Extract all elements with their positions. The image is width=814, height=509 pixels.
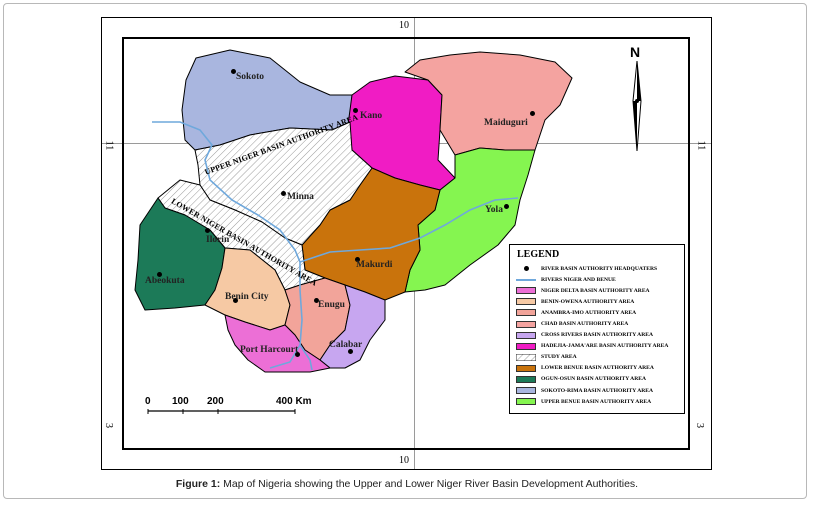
legend-item: HADEJIA-JAMA'ARE BASIN AUTHORITY AREA <box>515 341 679 352</box>
legend-color-swatch <box>515 364 537 372</box>
city-label-benin-city: Benin City <box>225 292 269 302</box>
legend-item-label: CROSS RIVERS BASIN AUTHORITY AREA <box>541 332 654 339</box>
city-dot-calabar <box>347 348 353 354</box>
legend-item-label: SOKOTO-RIMA BASIN AUTHORITY AREA <box>541 387 654 394</box>
scale-tick-200: 200 <box>207 396 224 407</box>
legend-item-label: ANAMBRA-IMO AUTHORITY AREA <box>541 309 637 316</box>
legend-item: STUDY AREA <box>515 352 679 363</box>
city-dot-enugu <box>313 297 319 303</box>
city-dot-maiduguri <box>529 110 535 116</box>
city-dot-sokoto <box>230 68 236 74</box>
legend-item-label: OGUN-OSUN BASIN AUTHORITY AREA <box>541 376 647 383</box>
caption-text: Map of Nigeria showing the Upper and Low… <box>223 478 639 490</box>
city-dot-abeokuta <box>156 271 162 277</box>
figure-caption: Figure 1: Map of Nigeria showing the Upp… <box>0 478 814 490</box>
legend-color-swatch <box>515 375 537 383</box>
legend-color-swatch <box>515 331 537 339</box>
legend-item-label: RIVER BASIN AUTHORITY HEADQUATERS <box>541 265 658 272</box>
city-dot-makurdi <box>354 256 360 262</box>
graticule-top-label: 10 <box>399 20 409 31</box>
city-label-port-harcourt: Port Harcourt <box>240 345 299 355</box>
city-label-yola: Yola <box>485 205 503 215</box>
legend-dot-icon <box>515 265 537 272</box>
legend-color-swatch <box>515 320 537 328</box>
region-cross-rivers <box>319 284 386 369</box>
north-arrow-icon <box>632 61 642 152</box>
city-label-makurdi: Makurdi <box>356 260 393 270</box>
city-label-maiduguri: Maiduguri <box>484 118 528 128</box>
legend-item: SOKOTO-RIMA BASIN AUTHORITY AREA <box>515 385 679 396</box>
legend-item-label: STUDY AREA <box>541 354 577 361</box>
legend-item: OGUN-OSUN BASIN AUTHORITY AREA <box>515 374 679 385</box>
legend-item: LOWER BENUE BASIN AUTHORITY AREA <box>515 363 679 374</box>
city-label-kano: Kano <box>360 111 383 121</box>
legend-color-swatch <box>515 298 537 306</box>
legend-color-swatch <box>515 309 537 317</box>
scale-tick-0: 0 <box>145 396 151 407</box>
legend-item: NIGER DELTA BASIN AUTHORITY AREA <box>515 285 679 296</box>
scale-tick-400: 400 Km <box>276 396 312 407</box>
legend-item: ANAMBRA-IMO AUTHORITY AREA <box>515 307 679 318</box>
legend-item-label: NIGER DELTA BASIN AUTHORITY AREA <box>541 287 650 294</box>
river-delta-branch <box>299 344 313 371</box>
legend-color-swatch <box>515 398 537 406</box>
city-label-minna: Minna <box>287 192 314 202</box>
legend-item-label: LOWER BENUE BASIN AUTHORITY AREA <box>541 365 654 372</box>
city-dot-port-harcourt <box>294 351 300 357</box>
legend-item-label: RIVERS NIGER AND BENUE <box>541 276 616 283</box>
city-dot-ilorin <box>204 227 210 233</box>
legend-item-label: HADEJIA-JAMA'ARE BASIN AUTHORITY AREA <box>541 343 669 350</box>
north-label: N <box>630 44 641 60</box>
map-outer-frame <box>101 17 712 470</box>
city-label-ilorin: Ilorin <box>206 235 230 245</box>
legend-color-swatch <box>515 287 537 295</box>
region-chad <box>404 51 573 156</box>
city-dot-minna <box>280 190 286 196</box>
city-dot-yola <box>503 203 509 209</box>
legend-item-label: UPPER BENUE BASIN AUTHORITY AREA <box>541 398 652 405</box>
city-dot-kano <box>352 107 358 113</box>
legend-item-label: CHAD BASIN AUTHORITY AREA <box>541 321 629 328</box>
river-benue <box>299 197 519 263</box>
map-inner-frame <box>122 37 690 450</box>
legend-line-icon <box>515 276 537 283</box>
legend-item: CROSS RIVERS BASIN AUTHORITY AREA <box>515 330 679 341</box>
region-niger-delta <box>224 314 331 373</box>
city-label-abeokuta: Abeokuta <box>145 276 185 286</box>
legend-items: RIVER BASIN AUTHORITY HEADQUATERS RIVERS … <box>515 263 679 407</box>
river-niger <box>152 121 303 369</box>
legend-item-label: BENIN-OWENA AUTHORITY AREA <box>541 298 635 305</box>
legend-item: UPPER BENUE BASIN AUTHORITY AREA <box>515 396 679 407</box>
city-dot-benin-city <box>232 297 238 303</box>
legend-color-swatch <box>515 342 537 350</box>
legend-item: RIVERS NIGER AND BENUE <box>515 274 679 285</box>
scale-tick-100: 100 <box>172 396 189 407</box>
caption-label: Figure 1: <box>175 478 221 490</box>
city-label-calabar: Calabar <box>329 340 363 350</box>
city-label-enugu: Enugu <box>318 300 345 310</box>
legend-item: RIVER BASIN AUTHORITY HEADQUATERS <box>515 263 679 274</box>
city-label-sokoto: Sokoto <box>236 72 264 82</box>
legend-title: LEGEND <box>517 249 560 260</box>
scale-bar-graphic <box>147 409 296 414</box>
legend-item: BENIN-OWENA AUTHORITY AREA <box>515 296 679 307</box>
legend-color-swatch <box>515 387 537 395</box>
legend-hatch-swatch <box>515 353 537 361</box>
map-legend: LEGEND RIVER BASIN AUTHORITY HEADQUATERS… <box>509 244 685 414</box>
graticule-bottom-label: 10 <box>399 455 409 466</box>
legend-item: CHAD BASIN AUTHORITY AREA <box>515 318 679 329</box>
